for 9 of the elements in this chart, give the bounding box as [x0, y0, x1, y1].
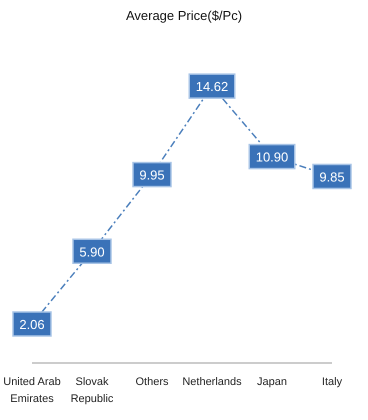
x-tick-label: Japan	[257, 376, 287, 388]
data-label: 14.62	[196, 79, 228, 94]
chart-title: Average Price($/Pc)	[124, 7, 244, 25]
x-tick-label: Netherlands	[182, 376, 242, 388]
data-label: 10.90	[256, 150, 288, 165]
x-tick-label: United Arab Emirates	[3, 376, 61, 405]
x-tick-label: Others	[135, 376, 170, 388]
x-tick-label: Slovak Republic	[70, 376, 114, 405]
x-tick-label: Italy	[322, 376, 343, 388]
